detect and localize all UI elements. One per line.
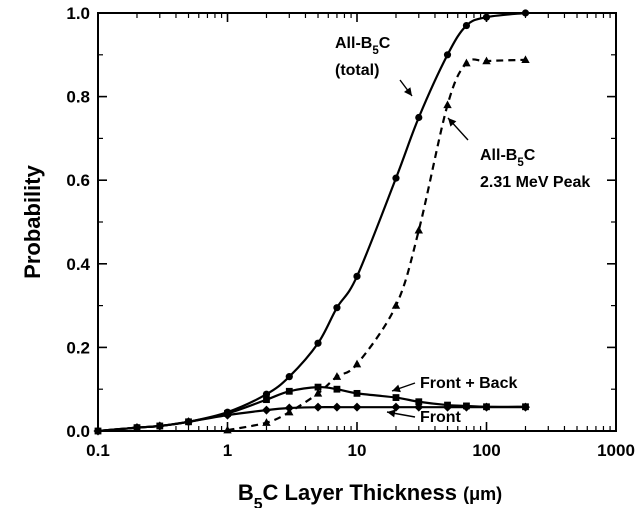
data-point-diamond (520, 402, 530, 412)
data-point-circle (392, 174, 400, 182)
data-point-diamond (482, 402, 491, 412)
data-point-square (415, 398, 423, 406)
data-point-circle (521, 9, 530, 17)
annotation-arrowhead-2 (392, 384, 401, 393)
data-point-diamond (313, 402, 323, 412)
data-point-triangle (313, 388, 323, 397)
data-point-circle (443, 51, 452, 59)
data-point-square (314, 383, 322, 391)
data-point-diamond (261, 405, 271, 415)
data-point-diamond (461, 402, 471, 412)
series-line-3 (97, 406, 526, 433)
x-tick-label: 100 (472, 441, 500, 460)
annotation-2-line-0: Front + Back (420, 375, 517, 392)
x-tick-label: 10 (348, 441, 367, 460)
data-point-circle (462, 21, 471, 30)
annotation-arrowhead-1 (448, 118, 457, 127)
data-point-diamond (93, 426, 103, 436)
data-point-diamond (414, 402, 424, 412)
data-point-triangle (462, 58, 471, 67)
data-point-diamond (184, 417, 194, 427)
data-point-circle (314, 339, 322, 347)
data-point-triangle (414, 225, 423, 234)
annotation-arrowhead-3 (387, 409, 396, 418)
data-point-diamond (352, 402, 362, 412)
data-point-diamond (332, 402, 342, 412)
annotation-1-line-1: 2.31 MeV Peak (480, 174, 590, 191)
data-point-circle (285, 373, 293, 381)
data-point-circle (262, 390, 271, 398)
data-point-triangle (262, 418, 271, 426)
data-point-circle (353, 272, 361, 280)
y-tick-label: 0.2 (66, 338, 90, 357)
data-point-square (353, 389, 361, 397)
data-point-diamond (443, 402, 453, 412)
y-tick-label: 0.4 (66, 255, 90, 274)
annotation-0-line-0: All-B5C (335, 35, 391, 57)
data-point-diamond (132, 423, 142, 433)
data-point-square (285, 387, 293, 395)
x-tick-label: 1000 (597, 441, 635, 460)
data-point-circle (482, 13, 491, 21)
data-point-diamond (155, 421, 165, 431)
y-tick-label: 0.8 (66, 88, 90, 107)
data-point-triangle (443, 100, 452, 109)
y-tick-label: 1.0 (66, 4, 90, 23)
series-line-0 (97, 11, 526, 433)
data-point-square (263, 396, 270, 404)
data-point-square (333, 385, 341, 393)
data-point-triangle (332, 372, 342, 380)
x-axis-title: B5C Layer Thickness (μm) (238, 480, 502, 508)
annotation-3-line-0: Front (420, 409, 462, 426)
data-point-diamond (284, 403, 294, 413)
data-point-circle (333, 304, 341, 312)
data-point-triangle (223, 425, 232, 434)
x-tick-label: 0.1 (86, 441, 110, 460)
y-tick-label: 0.6 (66, 171, 90, 190)
y-tick-label: 0.0 (66, 422, 90, 441)
annotation-1-line-0: All-B5C (480, 147, 536, 169)
data-point-triangle (391, 301, 401, 309)
data-point-triangle (482, 56, 491, 65)
data-point-triangle (521, 55, 530, 64)
annotation-arrowhead-0 (404, 87, 412, 96)
x-tick-label: 1 (223, 441, 232, 460)
data-point-diamond (391, 402, 401, 412)
data-point-diamond (223, 410, 232, 420)
y-axis-title: Probability (20, 164, 45, 278)
data-point-triangle (352, 359, 362, 368)
annotation-0-line-1: (total) (335, 62, 379, 79)
data-point-square (392, 394, 400, 401)
data-point-circle (415, 113, 423, 122)
